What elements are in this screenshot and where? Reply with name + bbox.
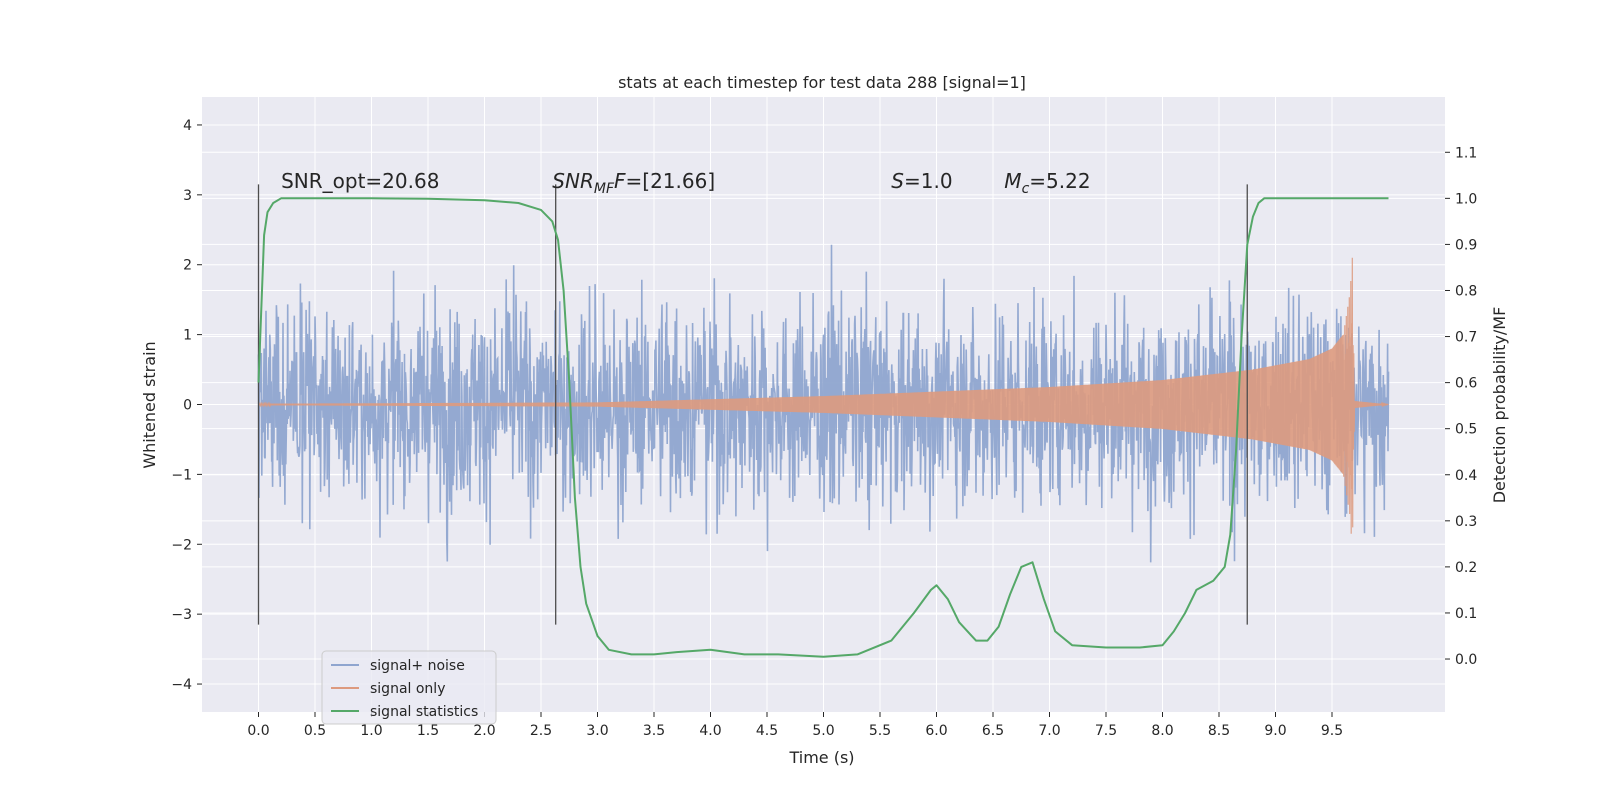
y2-tick-labels: 1.1 1.0 0.9 0.8 0.7 0.6 0.5 0.4 0.3 0.2 0.1 0.0 bbox=[1445, 145, 1477, 668]
x-tick-label: 4.0 bbox=[699, 723, 721, 739]
x-tick-label: 2.5 bbox=[530, 723, 552, 739]
y-tick-label: −2 bbox=[171, 537, 192, 553]
series-signal-only bbox=[257, 257, 1389, 534]
data-marks bbox=[257, 184, 1390, 658]
y-axis-label: Whitened strain bbox=[140, 341, 159, 468]
y-tick-label: 3 bbox=[183, 188, 192, 204]
legend-label: signal statistics bbox=[370, 704, 478, 720]
y2-tick-label: 0.5 bbox=[1455, 422, 1477, 438]
x-tick-label: 5.5 bbox=[869, 723, 891, 739]
x-tick-label: 5.0 bbox=[812, 723, 834, 739]
series-signal-statistics bbox=[257, 197, 1389, 658]
y-tick-label: −1 bbox=[171, 467, 192, 483]
legend-label: signal+ noise bbox=[370, 658, 465, 674]
x-tick-label: 8.0 bbox=[1151, 723, 1173, 739]
x-tick-label: 1.0 bbox=[360, 723, 382, 739]
y2-tick-label: 0.6 bbox=[1455, 376, 1477, 392]
x-tick-label: 3.5 bbox=[643, 723, 665, 739]
annotation-text: S=1.0 bbox=[891, 169, 952, 193]
x-tick-label: 8.5 bbox=[1208, 723, 1230, 739]
x-tick-labels: 0.0 0.5 1.0 1.5 2.0 2.5 3.0 3.5 4.0 4.5 5.0 5.5 6.0 6… bbox=[247, 712, 1343, 739]
legend: signal+ noise signal only signal statistic… bbox=[321, 650, 497, 725]
annotation-text: SNRMFF=[21.66] bbox=[552, 169, 715, 197]
y-tick-label: 0 bbox=[183, 398, 192, 414]
y2-tick-label: 0.4 bbox=[1455, 468, 1477, 484]
x-tick-label: 0.0 bbox=[247, 723, 269, 739]
annotation-text: SNR_opt=20.68 bbox=[281, 169, 439, 193]
x-tick-label: 7.5 bbox=[1095, 723, 1117, 739]
y2-tick-label: 1.0 bbox=[1455, 191, 1477, 207]
y2-tick-label: 0.8 bbox=[1455, 283, 1477, 299]
y2-tick-label: 0.3 bbox=[1455, 514, 1477, 530]
x-tick-label: 1.5 bbox=[417, 723, 439, 739]
legend-label: signal only bbox=[370, 681, 445, 697]
x-tick-label: 2.0 bbox=[473, 723, 495, 739]
y-tick-label: −4 bbox=[171, 677, 192, 693]
legend-box bbox=[321, 650, 497, 725]
x-tick-label: 4.5 bbox=[756, 723, 778, 739]
x-tick-label: 9.0 bbox=[1264, 723, 1286, 739]
x-tick-label: 6.5 bbox=[982, 723, 1004, 739]
y2-tick-label: 0.1 bbox=[1455, 606, 1477, 622]
y2-tick-label: 0.7 bbox=[1455, 330, 1477, 346]
y2-tick-label: 0.2 bbox=[1455, 560, 1477, 576]
y-tick-labels: 4 3 2 1 0 −1 −2 −3 −4 bbox=[171, 118, 202, 693]
x-tick-label: 6.0 bbox=[925, 723, 947, 739]
y2-tick-label: 1.1 bbox=[1455, 145, 1477, 161]
x-tick-label: 0.5 bbox=[304, 723, 326, 739]
x-tick-label: 7.0 bbox=[1038, 723, 1060, 739]
y2-tick-label: 0.0 bbox=[1455, 652, 1477, 668]
y-tick-label: 4 bbox=[183, 118, 192, 134]
y-tick-label: −3 bbox=[171, 607, 192, 623]
y-tick-label: 1 bbox=[183, 328, 192, 344]
x-tick-label: 3.0 bbox=[586, 723, 608, 739]
x-tick-label: 9.5 bbox=[1321, 723, 1343, 739]
annotation-text: Mc=5.22 bbox=[1004, 169, 1090, 197]
y2-tick-label: 0.9 bbox=[1455, 237, 1477, 253]
x-axis-label: Time (s) bbox=[788, 748, 854, 767]
y2-axis-label: Detection probability/MF bbox=[1490, 307, 1509, 504]
chart-title: stats at each timestep for test data 288… bbox=[618, 73, 1026, 92]
y-tick-label: 2 bbox=[183, 258, 192, 274]
annotations: SNR_opt=20.68 SNRMFF=[21.66] S=1.0 Mc=5.22 bbox=[281, 169, 1090, 197]
